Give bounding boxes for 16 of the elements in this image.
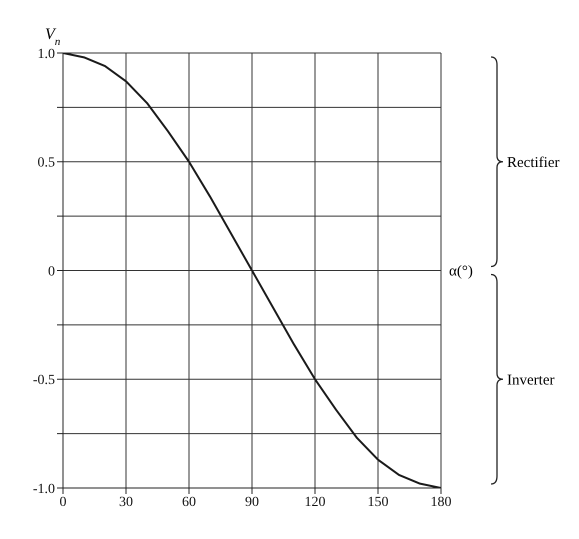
x-tick-label: 150 <box>368 494 388 510</box>
y-tick-label: 0.5 <box>38 156 55 171</box>
y-tick-label: 0 <box>48 264 55 280</box>
x-tick-label: 0 <box>60 494 66 510</box>
y-tick-label: 1.0 <box>38 46 55 62</box>
y-axis-title: V$_{n}$ <box>45 26 61 48</box>
y-tick-label: -0.5 <box>32 373 55 388</box>
y-tick-label: -1.0 <box>32 482 55 497</box>
x-tick-label: 90 <box>245 494 259 510</box>
text: Inverter <box>507 372 554 388</box>
x-tick-label: 120 <box>304 494 326 510</box>
x-axis-title: α(°) <box>449 264 473 280</box>
x-tick-label: 180 <box>430 494 452 510</box>
x-tick-label: 30 <box>119 494 133 510</box>
text: Rectifier <box>507 154 560 171</box>
x-tick-label: 60 <box>182 494 196 510</box>
